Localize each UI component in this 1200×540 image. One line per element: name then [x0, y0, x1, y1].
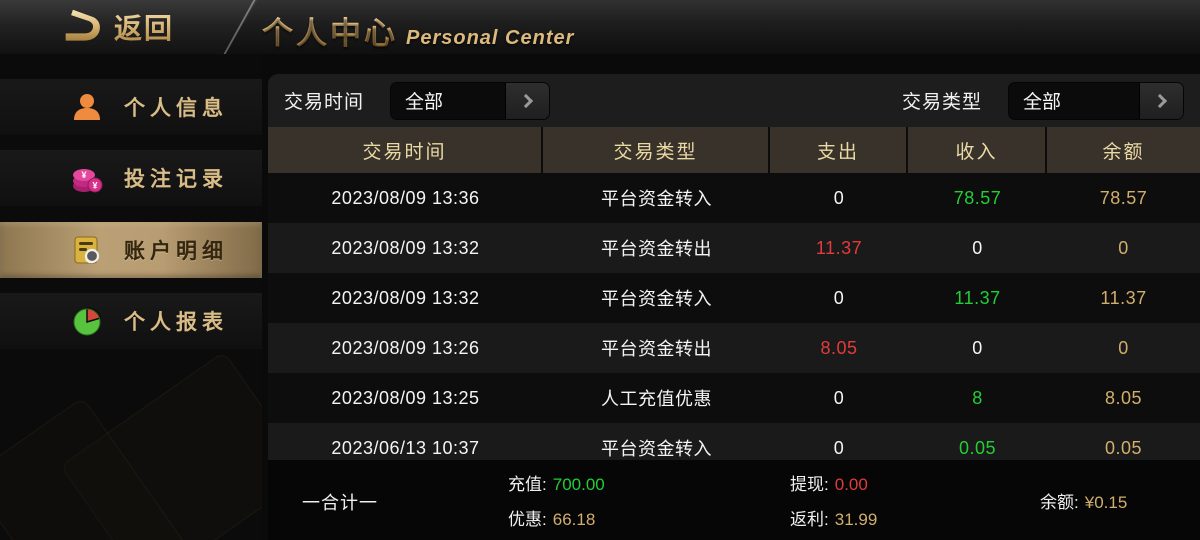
page-subtitle: Personal Center — [406, 27, 575, 49]
sidebar-item-bet-records[interactable]: ¥ ¥ 投注记录 — [0, 150, 262, 206]
cell-time: 2023/08/09 13:36 — [331, 187, 480, 208]
summary-balance: 余额: ¥0.15 — [1040, 493, 1128, 512]
table-row: 2023/08/09 13:25 人工充值优惠 0 8 8.05 — [268, 373, 1200, 423]
cell-type: 平台资金转入 — [601, 439, 712, 459]
table-row: 2023/08/09 13:32 平台资金转出 11.37 0 0 — [268, 223, 1200, 273]
cell-balance: 78.57 — [1099, 187, 1148, 208]
cell-income: 0 — [972, 337, 983, 358]
filter-type-label: 交易类型 — [902, 92, 983, 113]
account-detail-panel: 交易时间 全部 交易类型 全部 交易时间 交易类型 支出 收入 余额 — [268, 74, 1200, 540]
sidebar-item-label: 投注记录 — [124, 168, 228, 191]
cell-time: 2023/08/09 13:32 — [331, 287, 480, 308]
cell-income: 78.57 — [953, 187, 1002, 208]
bonus-value: 66.18 — [552, 510, 596, 529]
summary-withdraw: 提现: 0.00 — [790, 475, 868, 494]
svg-text:¥: ¥ — [81, 170, 86, 180]
chevron-right-icon — [505, 82, 550, 119]
cell-balance: 0.05 — [1104, 437, 1143, 458]
cell-expense: 8.05 — [820, 337, 858, 358]
back-button-label: 返回 — [114, 7, 174, 47]
person-icon — [74, 94, 100, 120]
account-detail-icon — [74, 236, 100, 264]
cell-expense: 0 — [833, 437, 845, 458]
cell-time: 2023/08/09 13:26 — [331, 337, 480, 358]
chevron-right-icon — [1139, 82, 1184, 119]
col-header-expense: 支出 — [770, 127, 908, 173]
table-row: 2023/06/13 10:37 平台资金转入 0 0.05 0.05 — [268, 423, 1200, 460]
table-header: 交易时间 交易类型 支出 收入 余额 — [268, 127, 1200, 173]
cards-watermark — [0, 351, 262, 540]
cell-type: 平台资金转出 — [601, 339, 712, 359]
cell-balance: 0 — [1118, 337, 1129, 358]
summary-recharge: 充值: 700.00 — [508, 475, 605, 494]
cell-type: 人工充值优惠 — [601, 389, 712, 409]
filter-bar: 交易时间 全部 交易类型 全部 — [268, 74, 1200, 127]
filter-type-value: 全部 — [1023, 92, 1062, 113]
cell-time: 2023/06/13 10:37 — [331, 437, 480, 458]
main-content: 交易时间 全部 交易类型 全部 交易时间 交易类型 支出 收入 余额 — [262, 54, 1200, 540]
pie-chart-icon — [73, 307, 102, 336]
page-title-wrap: 个人中心 Personal Center — [262, 8, 574, 53]
cell-type: 平台资金转入 — [601, 189, 712, 209]
withdraw-value: 0.00 — [834, 475, 868, 494]
cell-income: 0.05 — [958, 437, 997, 458]
cell-time: 2023/08/09 13:25 — [331, 387, 480, 408]
filter-type-dropdown[interactable]: 全部 — [1008, 81, 1185, 120]
cell-expense: 0 — [833, 287, 845, 308]
cell-income: 11.37 — [954, 287, 1001, 308]
sidebar-item-label: 个人报表 — [124, 311, 228, 334]
filter-time-dropdown[interactable]: 全部 — [390, 81, 551, 120]
back-button[interactable]: 返回 — [60, 7, 174, 47]
cell-balance: 11.37 — [1100, 287, 1147, 308]
col-header-balance: 余额 — [1102, 141, 1145, 163]
cell-income: 0 — [972, 237, 983, 258]
col-header-time: 交易时间 — [268, 127, 543, 173]
cell-type: 平台资金转出 — [601, 239, 712, 259]
table-row: 2023/08/09 13:26 平台资金转出 8.05 0 0 — [268, 323, 1200, 373]
sidebar-item-label: 个人信息 — [124, 97, 228, 120]
cell-type: 平台资金转入 — [601, 289, 712, 309]
rebate-value: 31.99 — [834, 510, 878, 529]
sidebar-item-personal-report[interactable]: 个人报表 — [0, 293, 262, 349]
table-row: 2023/08/09 13:36 平台资金转入 0 78.57 78.57 — [268, 173, 1200, 223]
page-title: 个人中心 — [262, 8, 398, 53]
topbar: 返回 个人中心 Personal Center — [0, 0, 1200, 60]
cell-balance: 8.05 — [1104, 387, 1143, 408]
cell-time: 2023/08/09 13:32 — [331, 237, 480, 258]
summary-bonus: 优惠: 66.18 — [508, 510, 596, 529]
sidebar: 个人信息 ¥ ¥ 投注记录 账户明细 — [0, 54, 262, 540]
summary-rebate: 返利: 31.99 — [790, 510, 878, 529]
back-arrow-icon — [65, 9, 100, 41]
sidebar-item-personal-info[interactable]: 个人信息 — [0, 79, 262, 135]
sidebar-item-account-detail[interactable]: 账户明细 — [0, 222, 262, 278]
sidebar-item-label: 账户明细 — [124, 240, 228, 263]
recharge-value: 700.00 — [552, 475, 605, 494]
cell-expense: 0 — [833, 187, 845, 208]
summary-total-label: 一合计一 — [302, 493, 378, 513]
transaction-list[interactable]: 2023/08/09 13:36 平台资金转入 0 78.57 78.57 20… — [268, 173, 1200, 460]
table-row: 2023/08/09 13:32 平台资金转入 0 11.37 11.37 — [268, 273, 1200, 323]
cell-income: 8 — [972, 387, 983, 408]
cell-expense: 11.37 — [815, 237, 863, 258]
filter-time-label: 交易时间 — [284, 92, 365, 113]
summary-footer: 一合计一 充值: 700.00 优惠: 66.18 提现: 0.00 返利: 31.99… — [268, 460, 1200, 540]
col-header-type: 交易类型 — [543, 127, 770, 173]
cell-balance: 0 — [1118, 237, 1129, 258]
cell-expense: 0 — [833, 387, 845, 408]
topbar-back-zone — [0, 0, 258, 54]
col-header-income: 收入 — [908, 127, 1047, 173]
coins-icon: ¥ ¥ — [73, 169, 103, 193]
svg-text:¥: ¥ — [92, 181, 97, 191]
balance-value: ¥0.15 — [1084, 493, 1128, 512]
filter-time-value: 全部 — [405, 92, 444, 113]
